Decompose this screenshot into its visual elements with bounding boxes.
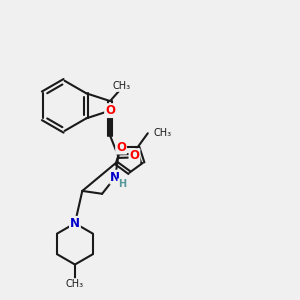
Text: O: O xyxy=(116,141,126,154)
Text: O: O xyxy=(130,149,140,162)
Text: N: N xyxy=(70,217,80,230)
Text: CH₃: CH₃ xyxy=(113,81,131,92)
Text: O: O xyxy=(105,104,115,117)
Text: CH₃: CH₃ xyxy=(66,279,84,289)
Text: N: N xyxy=(110,171,120,184)
Text: CH₃: CH₃ xyxy=(153,128,171,138)
Text: H: H xyxy=(118,179,126,189)
